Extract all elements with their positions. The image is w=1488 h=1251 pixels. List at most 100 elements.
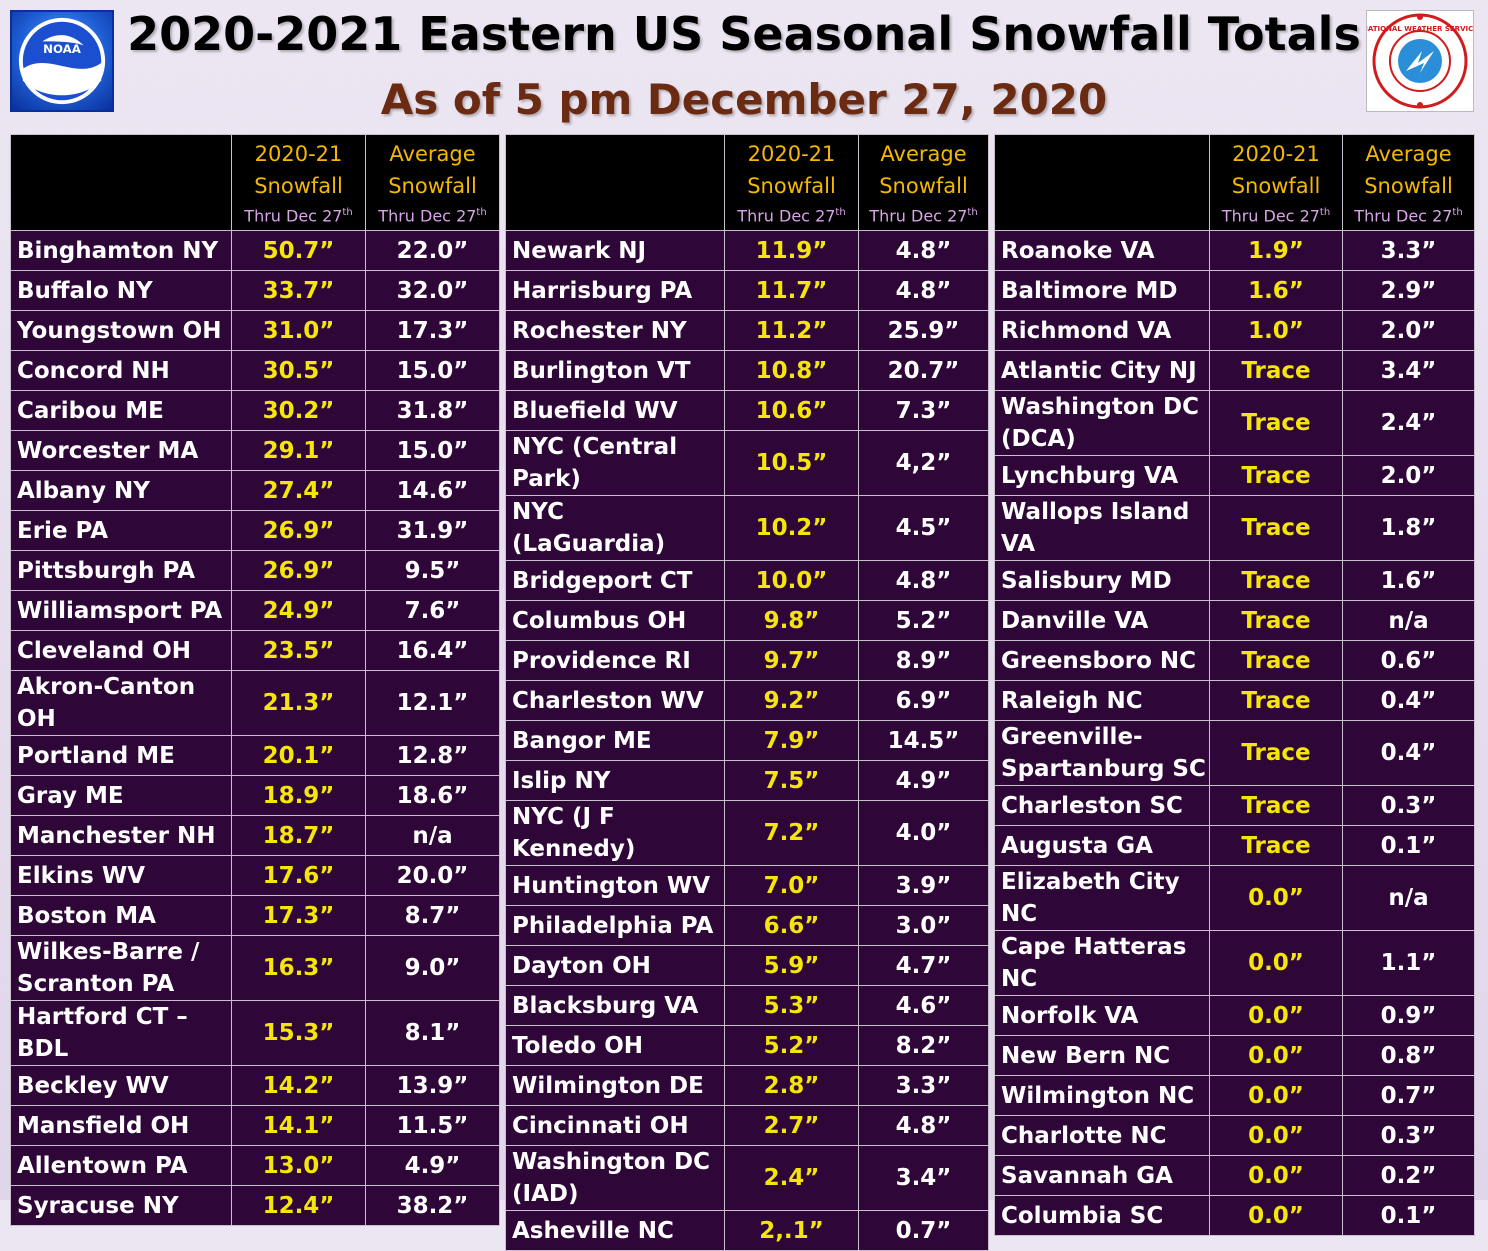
current-snowfall-value: 20.1” [231,735,366,776]
thru-sup: th [476,206,487,218]
average-snowfall-value: 0.1” [1342,825,1475,866]
header-current-snowfall: 2020-21 Snowfall Thru Dec 27th [231,134,366,231]
current-snowfall-value: 7.5” [724,760,859,801]
city-name: Bangor ME [505,720,725,761]
average-snowfall-value: 0.1” [1342,1195,1475,1236]
thru-sup: th [1319,206,1331,218]
current-snowfall-value: 0.0” [1209,1115,1343,1156]
city-name: Cincinnati OH [505,1105,725,1146]
average-snowfall-thru-label: Thru Dec 27th [860,202,988,227]
city-name: Augusta GA [994,825,1210,866]
thru-text: Thru Dec 27 [737,206,836,226]
noaa-logo-text: NOAA [43,42,82,56]
current-snowfall-value: 7.0” [724,865,859,906]
city-name: Syracuse NY [10,1185,232,1226]
current-snowfall-value: 18.9” [231,775,366,816]
city-name: Raleigh NC [994,680,1210,721]
table-row: Cincinnati OH 2.7” 4.8” [505,1105,989,1146]
average-snowfall-value: 8.2” [858,1025,989,1066]
table-row: Columbus OH 9.8” 5.2” [505,600,989,641]
city-name: Allentown PA [10,1145,232,1186]
average-snowfall-value: 3.3” [1342,230,1475,271]
current-snowfall-value: 2.7” [724,1105,859,1146]
current-snowfall-value: 10.2” [724,495,859,561]
average-snowfall-value: 20.7” [858,350,989,391]
average-snowfall-value: 8.1” [365,1000,500,1066]
current-snowfall-value: 7.9” [724,720,859,761]
current-snowfall-value: 11.9” [724,230,859,271]
table-row: Augusta GA Trace 0.1” [994,825,1475,866]
average-snowfall-value: 0.2” [1342,1155,1475,1196]
current-snowfall-value: 2.8” [724,1065,859,1106]
current-snowfall-value: 26.9” [231,550,366,591]
city-name: Savannah GA [994,1155,1210,1196]
table-row: Caribou ME 30.2” 31.8” [10,390,500,431]
current-snowfall-value: 24.9” [231,590,366,631]
table-row: Newark NJ 11.9” 4.8” [505,230,989,271]
average-snowfall-value: 0.9” [1342,995,1475,1036]
thru-text: Thru Dec 27 [378,206,477,226]
average-snowfall-value: 15.0” [365,350,500,391]
city-name: Manchester NH [10,815,232,856]
city-name: Newark NJ [505,230,725,271]
table-row: Rochester NY 11.2” 25.9” [505,310,989,351]
average-snowfall-value: 17.3” [365,310,500,351]
current-snowfall-value: Trace [1209,350,1343,391]
city-name: NYC (Central Park) [505,430,725,496]
table-row: Harrisburg PA 11.7” 4.8” [505,270,989,311]
average-snowfall-value: 3.3” [858,1065,989,1106]
current-snowfall-value: Trace [1209,600,1343,641]
average-snowfall-value: 4.0” [858,800,989,866]
average-snowfall-value: 2.9” [1342,270,1475,311]
current-snowfall-label-line1: 2020-21 [1232,141,1320,166]
city-name: Pittsburgh PA [10,550,232,591]
city-name: NYC (LaGuardia) [505,495,725,561]
current-snowfall-value: 9.8” [724,600,859,641]
thru-text: Thru Dec 27 [244,206,343,226]
table-row: Charleston SC Trace 0.3” [994,785,1475,826]
table-row: Bridgeport CT 10.0” 4.8” [505,560,989,601]
city-name: Cleveland OH [10,630,232,671]
average-snowfall-value: 12.1” [365,670,500,736]
current-snowfall-value: 33.7” [231,270,366,311]
current-snowfall-value: 5.9” [724,945,859,986]
header-row: 2020-21 Snowfall Thru Dec 27th Average Snowf… [994,134,1475,231]
current-snowfall-value: 1.0” [1209,310,1343,351]
table-row: Huntington WV 7.0” 3.9” [505,865,989,906]
average-snowfall-value: 4.8” [858,1105,989,1146]
table-row: Syracuse NY 12.4” 38.2” [10,1185,500,1226]
table-row: Philadelphia PA 6.6” 3.0” [505,905,989,946]
table-row: Lynchburg VA Trace 2.0” [994,455,1475,496]
thru-sup: th [1452,206,1463,218]
table-row: NYC (LaGuardia) 10.2” 4.5” [505,495,989,561]
page-subtitle: As of 5 pm December 27, 2020 [380,75,1108,124]
current-snowfall-value: 18.7” [231,815,366,856]
city-name: Greenville-Spartanburg SC [994,720,1210,786]
average-snowfall-value: n/a [365,815,500,856]
city-name: Caribou ME [10,390,232,431]
current-snowfall-value: Trace [1209,680,1343,721]
current-snowfall-value: 10.8” [724,350,859,391]
city-name: Mansfield OH [10,1105,232,1146]
city-name: NYC (J F Kennedy) [505,800,725,866]
city-name: Buffalo NY [10,270,232,311]
average-snowfall-value: n/a [1342,865,1475,931]
average-snowfall-value: 16.4” [365,630,500,671]
average-snowfall-value: 14.6” [365,470,500,511]
current-snowfall-value: 1.9” [1209,230,1343,271]
table-row: Wallops Island VA Trace 1.8” [994,495,1475,561]
table-row: Burlington VT 10.8” 20.7” [505,350,989,391]
table-row: Hartford CT – BDL 15.3” 8.1” [10,1000,500,1066]
average-snowfall-label-line2: Snowfall [388,173,477,198]
city-name: Roanoke VA [994,230,1210,271]
city-name: Rochester NY [505,310,725,351]
snowfall-table-2: 2020-21 Snowfall Thru Dec 27th Average Snowf… [505,134,989,1251]
average-snowfall-value: 3.9” [858,865,989,906]
city-name: Hartford CT – BDL [10,1000,232,1066]
table-row: Toledo OH 5.2” 8.2” [505,1025,989,1066]
thru-text: Thru Dec 27 [1221,206,1320,226]
snowfall-table-3: 2020-21 Snowfall Thru Dec 27th Average Snowf… [994,134,1475,1236]
city-name: Beckley WV [10,1065,232,1106]
city-name: Columbia SC [994,1195,1210,1236]
table-row: Gray ME 18.9” 18.6” [10,775,500,816]
